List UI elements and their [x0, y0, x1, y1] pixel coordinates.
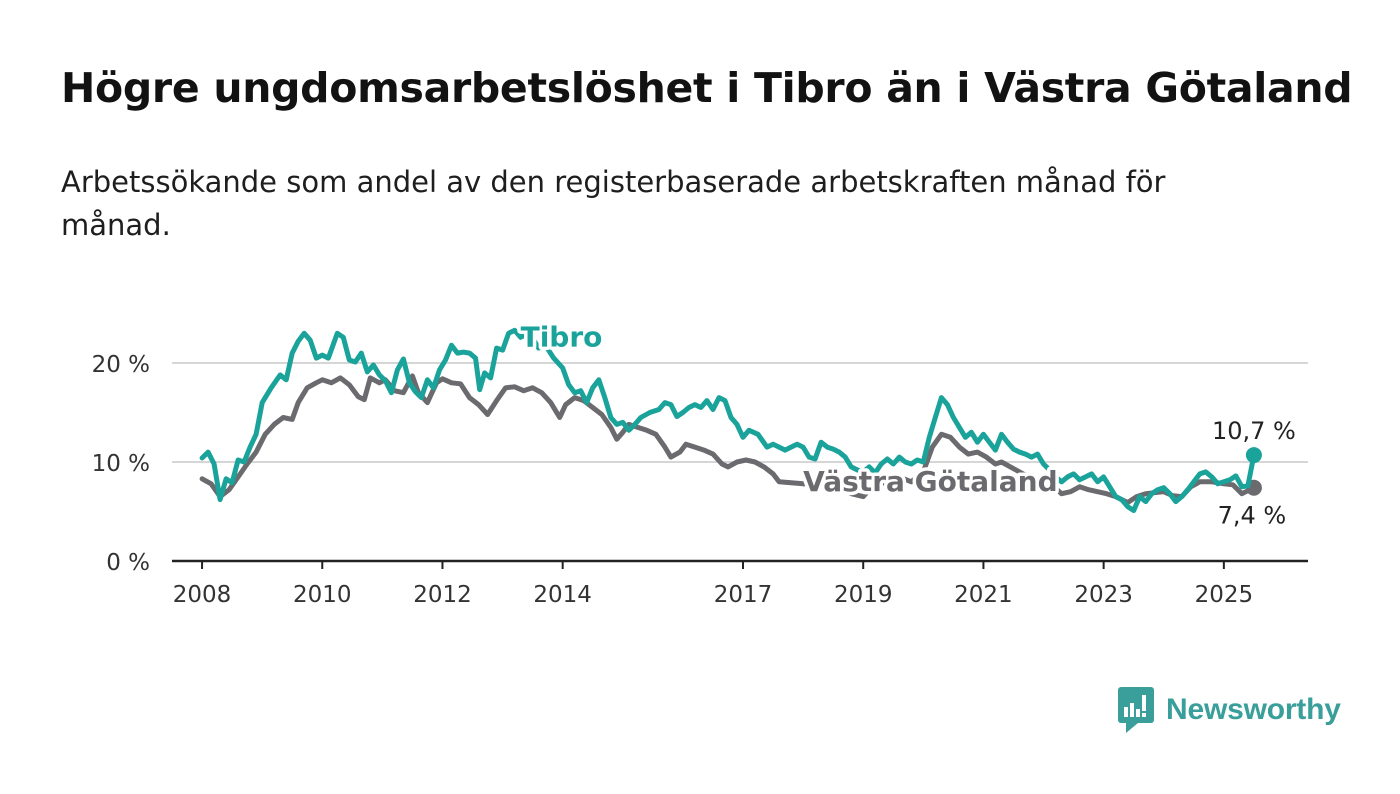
newsworthy-logo-icon [1118, 687, 1154, 733]
x-tick-label: 2025 [1195, 582, 1254, 608]
brand-name: Newsworthy [1166, 693, 1341, 726]
chart-subtitle: Arbetssökande som andel av den registerb… [61, 165, 1166, 242]
x-tick-label: 2012 [413, 582, 472, 608]
x-tick-label: 2017 [714, 582, 773, 608]
end-value-label-tibro: 10,7 % [1212, 417, 1296, 445]
series-lines [199, 327, 1262, 513]
series-name-label: Tibro [521, 320, 603, 353]
chart-title: Högre ungdomsarbetslöshet i Tibro än i V… [61, 64, 1353, 112]
x-tick-label: 2019 [834, 582, 893, 608]
x-tick-label: 2021 [954, 582, 1013, 608]
x-tick-label: 2010 [293, 582, 352, 608]
x-tick-label: 2008 [173, 582, 232, 608]
series-line-vastra-gotaland [199, 373, 1257, 506]
y-tick-label: 0 % [106, 550, 150, 576]
x-tick-label: 2023 [1074, 582, 1133, 608]
series-line-tibro [199, 327, 1257, 513]
brand-logo: Newsworthy [1118, 686, 1341, 734]
y-tick-label: 10 % [92, 451, 150, 477]
x-axis: 2008 2010 2012 2014 2017 2019 2021 2023 2025 [172, 559, 1308, 608]
y-axis: 0 % 10 % 20 % [92, 352, 150, 576]
x-tick-label: 2014 [533, 582, 592, 608]
line-chart: 0 % 10 % 20 % 2008 2010 2012 2014 2017 2019 2021… [92, 317, 1308, 608]
series-labels: Tibro Västra Götaland 10,7 % 7,4 % [517, 317, 1299, 533]
y-tick-label: 20 % [92, 352, 150, 378]
end-value-label-vastra-gotaland: 7,4 % [1218, 502, 1287, 530]
series-end-point [1245, 447, 1262, 464]
series-name-label: Västra Götaland [803, 465, 1058, 498]
